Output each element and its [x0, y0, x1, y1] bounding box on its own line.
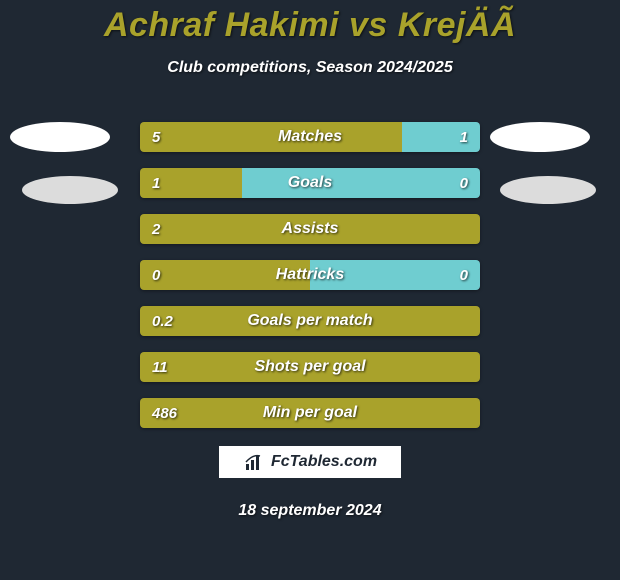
comparison-row: 00Hattricks: [140, 260, 480, 290]
comparison-row: 10Goals: [140, 168, 480, 198]
date-line: 18 september 2024: [0, 502, 620, 520]
player-left-badge-top: [10, 122, 110, 152]
brand-text: FcTables.com: [271, 453, 377, 471]
bar-segment-left: [140, 260, 310, 290]
comparison-row: 2Assists: [140, 214, 480, 244]
bar-segment-left: [140, 168, 242, 198]
bar-segment-right: [310, 260, 480, 290]
bar-segment-left: [140, 352, 480, 382]
comparison-row: 486Min per goal: [140, 398, 480, 428]
comparison-row: 51Matches: [140, 122, 480, 152]
player-left-badge-bottom: [22, 176, 118, 204]
player-right-badge-top: [490, 122, 590, 152]
page-title: Achraf Hakimi vs KrejÄÃ: [0, 0, 620, 45]
bar-segment-right: [402, 122, 480, 152]
subtitle: Club competitions, Season 2024/2025: [0, 59, 620, 77]
comparison-rows: 51Matches 10Goals 2Assists 00Hattricks 0.2Go…: [140, 122, 480, 444]
brand-chart-icon: [243, 452, 267, 472]
comparison-row: 0.2Goals per match: [140, 306, 480, 336]
bar-segment-left: [140, 122, 402, 152]
brand-box: FcTables.com: [217, 444, 403, 480]
comparison-infographic: Achraf Hakimi vs KrejÄÃ Club competition…: [0, 0, 620, 580]
bar-segment-right: [242, 168, 480, 198]
bar-segment-left: [140, 306, 480, 336]
bar-segment-left: [140, 398, 480, 428]
bar-segment-left: [140, 214, 480, 244]
comparison-row: 11Shots per goal: [140, 352, 480, 382]
player-right-badge-bottom: [500, 176, 596, 204]
